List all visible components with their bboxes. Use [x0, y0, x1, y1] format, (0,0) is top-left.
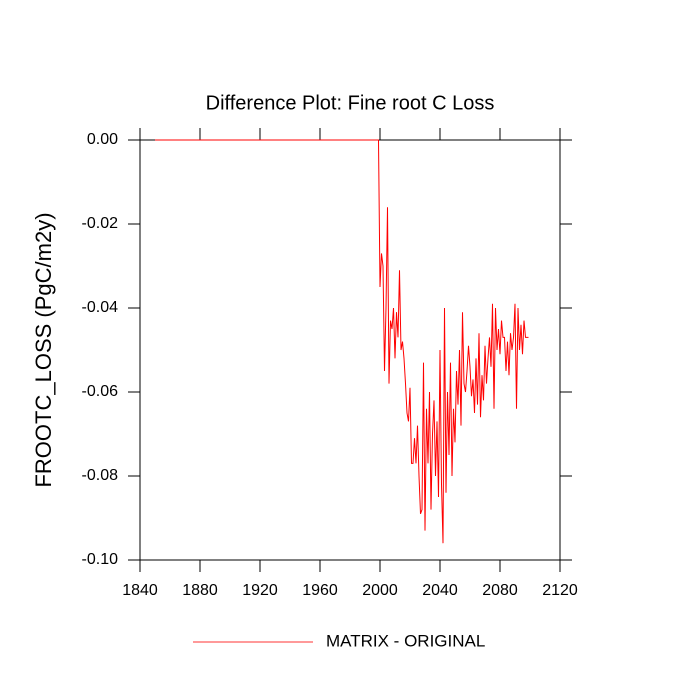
y-tick-label: -0.04	[82, 299, 119, 316]
x-tick-label: 1880	[182, 582, 218, 599]
data-line	[155, 139, 529, 544]
x-tick-label: 1920	[242, 582, 278, 599]
x-tick-label: 2120	[542, 582, 578, 599]
x-tick-label: 2080	[482, 582, 518, 599]
y-axis-label: FROOTC_LOSS (PgC/m2y)	[31, 212, 56, 487]
y-tick-label: -0.06	[82, 383, 119, 400]
y-tick-label: -0.10	[82, 551, 119, 568]
y-tick-label: -0.08	[82, 467, 119, 484]
x-tick-label: 1960	[302, 582, 338, 599]
x-tick-label: 2000	[362, 582, 398, 599]
chart-title: Difference Plot: Fine root C Loss	[206, 92, 495, 114]
x-tick-label: 2040	[422, 582, 458, 599]
legend-label: MATRIX - ORIGINAL	[326, 631, 485, 650]
y-tick-label: -0.02	[82, 215, 119, 232]
y-tick-label: 0.00	[87, 131, 118, 148]
x-tick-label: 1840	[122, 582, 158, 599]
